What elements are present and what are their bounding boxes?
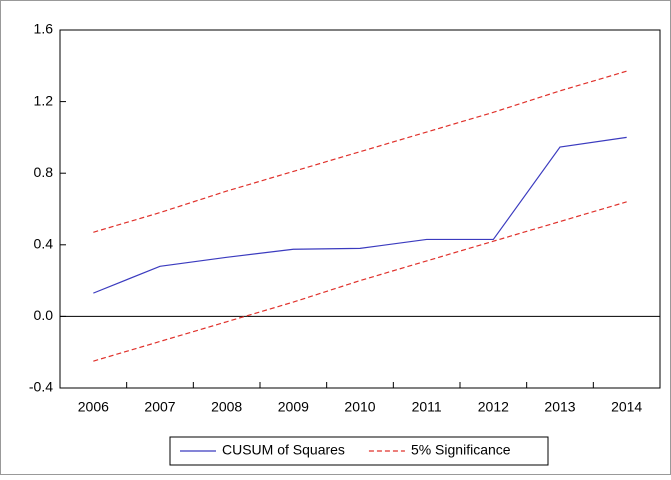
y-tick-label: -0.4 <box>29 379 53 395</box>
y-tick-label: 0.8 <box>34 164 54 180</box>
legend-label: CUSUM of Squares <box>222 442 345 458</box>
series-line <box>93 70 627 233</box>
y-tick-label: 1.6 <box>34 21 54 37</box>
y-tick-label: 0.4 <box>34 236 54 252</box>
legend-label: 5% Significance <box>411 442 511 458</box>
x-tick-label: 2012 <box>478 399 509 415</box>
legend-box <box>169 436 549 466</box>
x-tick-label: 2006 <box>78 399 109 415</box>
series-line <box>93 201 627 362</box>
x-tick-label: 2013 <box>544 399 575 415</box>
x-tick-label: 2008 <box>211 399 242 415</box>
x-tick-label: 2011 <box>412 399 442 415</box>
x-tick-label: 2007 <box>144 399 175 415</box>
series-line <box>93 136 627 294</box>
plot-area <box>59 29 661 389</box>
x-tick-label: 2010 <box>344 399 375 415</box>
y-tick-label: 0.0 <box>34 307 54 323</box>
y-tick-label: 1.2 <box>34 92 54 108</box>
x-tick-label: 2009 <box>278 399 309 415</box>
x-tick-label: 2014 <box>611 399 642 415</box>
